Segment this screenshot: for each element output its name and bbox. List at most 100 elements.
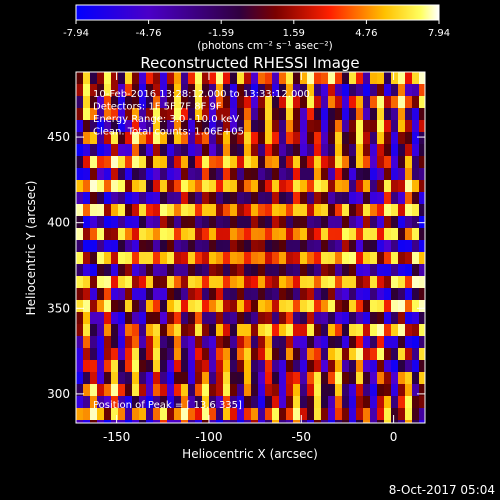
heatmap-cell xyxy=(216,348,224,361)
heatmap-cell xyxy=(90,204,98,217)
heatmap-cell xyxy=(370,312,378,325)
heatmap-cell xyxy=(342,240,350,253)
heatmap-cell xyxy=(307,312,315,325)
heatmap-cell xyxy=(258,96,266,109)
heatmap-cell xyxy=(153,252,161,265)
y-axis-label: Heliocentric Y (arcsec) xyxy=(24,181,38,316)
heatmap-cell xyxy=(293,264,301,277)
heatmap-cell xyxy=(398,84,406,97)
heatmap-cell xyxy=(314,216,322,229)
heatmap-cell xyxy=(146,120,154,133)
heatmap-cell xyxy=(314,396,322,409)
heatmap-cell xyxy=(314,228,322,241)
heatmap-cell xyxy=(97,108,105,121)
x-tick-label: 0 xyxy=(390,430,398,444)
heatmap-cell xyxy=(300,360,308,373)
x-tick-label: -150 xyxy=(103,430,130,444)
heatmap-cell xyxy=(265,384,273,397)
heatmap-cell xyxy=(279,132,287,145)
heatmap-cell xyxy=(251,336,259,349)
heatmap-cell xyxy=(328,336,336,349)
heatmap-cell xyxy=(356,252,364,265)
heatmap-cell xyxy=(307,336,315,349)
heatmap-cell xyxy=(244,204,252,217)
heatmap-cell xyxy=(125,120,133,133)
heatmap-cell xyxy=(118,228,126,241)
heatmap-cell xyxy=(300,384,308,397)
heatmap-cell xyxy=(90,384,98,397)
heatmap-cell xyxy=(279,228,287,241)
heatmap-cell xyxy=(314,408,322,421)
heatmap-cell xyxy=(181,312,189,325)
heatmap-cell xyxy=(335,72,343,85)
heatmap-cell xyxy=(118,324,126,337)
heatmap-cell xyxy=(328,180,336,193)
heatmap-cell xyxy=(272,348,280,361)
heatmap-cell xyxy=(328,324,336,337)
heatmap-cell xyxy=(195,72,203,85)
heatmap-cell xyxy=(377,228,385,241)
heatmap-cell xyxy=(391,216,399,229)
heatmap-cell xyxy=(244,228,252,241)
heatmap-cell xyxy=(370,204,378,217)
heatmap-cell xyxy=(272,300,280,313)
heatmap-cell xyxy=(370,396,378,409)
heatmap-cell xyxy=(153,336,161,349)
heatmap-cell xyxy=(258,168,266,181)
heatmap-cell xyxy=(349,348,357,361)
heatmap-cell xyxy=(223,264,231,277)
heatmap-cell xyxy=(398,120,406,133)
heatmap-cell xyxy=(279,204,287,217)
heatmap-cell xyxy=(111,324,119,337)
heatmap-cell xyxy=(265,192,273,205)
heatmap-cell xyxy=(76,96,84,109)
heatmap-cell xyxy=(216,192,224,205)
heatmap-cell xyxy=(370,144,378,157)
heatmap-cell xyxy=(412,108,420,121)
heatmap-cell xyxy=(146,144,154,157)
heatmap-cell xyxy=(398,72,406,85)
heatmap-cell xyxy=(279,360,287,373)
heatmap-cell xyxy=(300,144,308,157)
heatmap-cell xyxy=(167,240,175,253)
heatmap-cell xyxy=(293,288,301,301)
heatmap-cell xyxy=(405,120,413,133)
heatmap-cell xyxy=(104,384,112,397)
heatmap-cell xyxy=(363,96,371,109)
heatmap-cell xyxy=(146,408,154,421)
heatmap-cell xyxy=(391,96,399,109)
heatmap-cell xyxy=(272,228,280,241)
heatmap-cell xyxy=(230,156,238,169)
heatmap-cell xyxy=(160,348,168,361)
heatmap-cell xyxy=(335,84,343,97)
heatmap-cell xyxy=(286,72,294,85)
heatmap-cell xyxy=(412,288,420,301)
heatmap-cell xyxy=(251,84,259,97)
heatmap-cell xyxy=(125,168,133,181)
heatmap-cell xyxy=(293,360,301,373)
heatmap-cell xyxy=(272,420,280,423)
heatmap-cell xyxy=(188,156,196,169)
heatmap-cell xyxy=(118,72,126,85)
heatmap-cell xyxy=(160,120,168,133)
heatmap-cell xyxy=(195,120,203,133)
heatmap-cell xyxy=(405,168,413,181)
heatmap-cell xyxy=(111,240,119,253)
heatmap-cell xyxy=(216,204,224,217)
heatmap-cell xyxy=(370,348,378,361)
heatmap-cell xyxy=(370,336,378,349)
heatmap-cell xyxy=(279,264,287,277)
heatmap-cell xyxy=(132,180,140,193)
heatmap-cell xyxy=(223,84,231,97)
heatmap-cell xyxy=(272,252,280,265)
colorbar-tick-label: 1.59 xyxy=(283,28,305,39)
heatmap-cell xyxy=(209,216,217,229)
heatmap-cell xyxy=(384,72,392,85)
heatmap-cell xyxy=(321,324,329,337)
heatmap-cell xyxy=(286,408,294,421)
heatmap-cell xyxy=(216,240,224,253)
heatmap-cell xyxy=(139,288,147,301)
heatmap-cell xyxy=(272,204,280,217)
heatmap-cell xyxy=(153,288,161,301)
heatmap-cell xyxy=(356,108,364,121)
